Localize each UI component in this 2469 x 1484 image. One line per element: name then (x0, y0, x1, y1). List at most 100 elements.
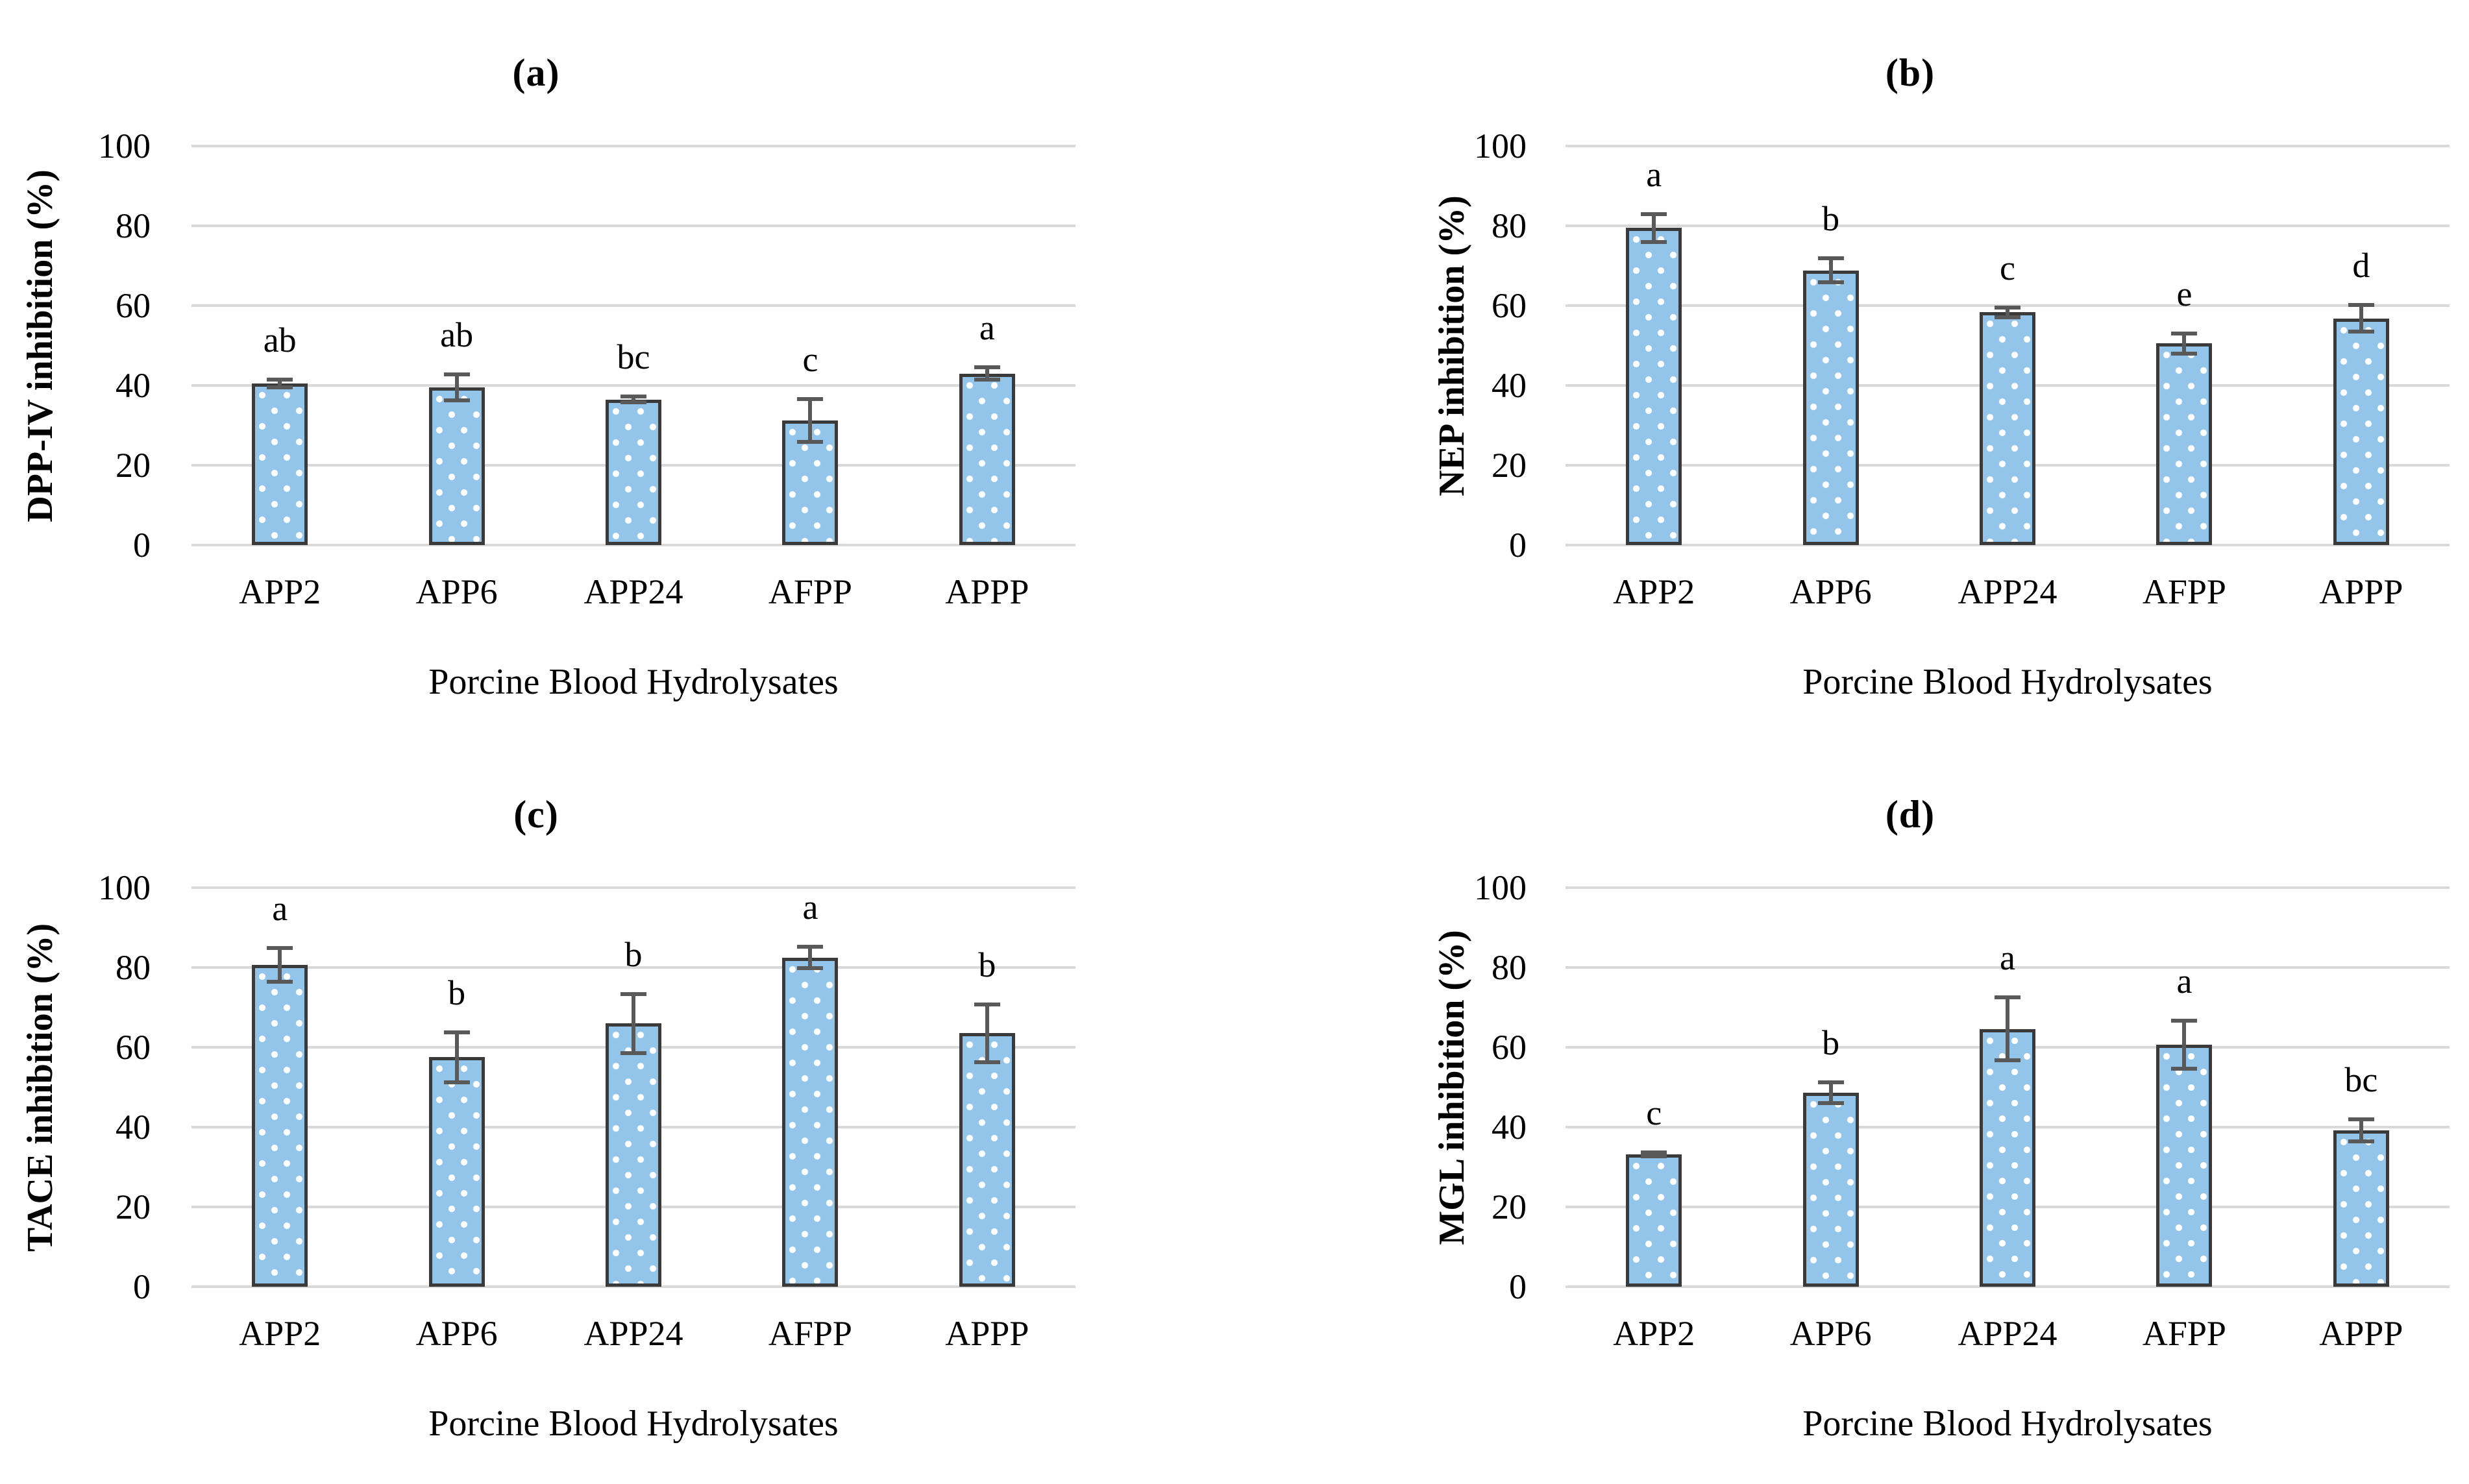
error-bar-part (1817, 1080, 1844, 1085)
error-bar-appp (2348, 1117, 2374, 1144)
bar-app2 (1626, 1154, 1682, 1287)
category-slot-afpp: e (2096, 146, 2272, 545)
error-bar-part (1817, 256, 1844, 261)
error-bar-part (797, 396, 824, 401)
panel-a-title: (a) (512, 51, 560, 94)
x-tick-app2: APP2 (1613, 1314, 1695, 1353)
error-bar-part (797, 440, 824, 444)
error-bar-part (1817, 280, 1844, 285)
gridline (191, 304, 1075, 307)
y-axis-ticks: 0 20 40 60 80 100 (1234, 870, 1527, 1304)
error-bar-part (2348, 303, 2374, 308)
x-tick-app6: APP6 (415, 1314, 498, 1353)
bar-app2 (252, 383, 308, 545)
y-axis-ticks: 0 20 40 60 80 100 (1234, 128, 1527, 563)
y-tick-label: 0 (1509, 526, 1527, 565)
error-bar-afpp (2171, 332, 2198, 356)
x-tick-appp: APPP (945, 1314, 1029, 1353)
y-tick-label: 100 (1474, 868, 1527, 907)
error-bar-part (1641, 1150, 1667, 1154)
bars-row: a b b a b (191, 888, 1075, 1287)
gridline (191, 225, 1075, 227)
error-bar-part (632, 993, 636, 1053)
error-bar-part (1641, 212, 1667, 216)
error-bar-part (632, 396, 636, 402)
bar-app2 (1626, 228, 1682, 545)
sig-letter-app2: a (272, 888, 288, 928)
error-bar-part (2348, 329, 2374, 334)
sig-letter-app2: c (1646, 1093, 1662, 1132)
error-bar-part (620, 991, 647, 996)
error-bar-part (2348, 1117, 2374, 1121)
bar-afpp (2156, 1045, 2213, 1287)
x-tick-afpp: AFPP (768, 572, 852, 611)
gridline (1566, 304, 2450, 307)
error-bar-part (1995, 306, 2021, 310)
category-slot-app6: b (1742, 888, 1919, 1287)
error-bar-part (1828, 1082, 1833, 1104)
error-bar-part (808, 398, 813, 443)
error-bar-part (797, 945, 824, 949)
error-bar-app2 (1641, 212, 1667, 244)
sig-letter-appp: b (978, 945, 996, 984)
category-slot-appp: bc (2273, 888, 2450, 1287)
category-slot-appp: b (899, 888, 1075, 1287)
error-bar-part (1652, 213, 1656, 242)
x-tick-afpp: AFPP (2142, 1314, 2226, 1353)
sig-letter-afpp: a (2176, 962, 2193, 1001)
error-bar-part (2171, 1019, 2198, 1023)
bar-afpp (782, 420, 839, 545)
x-axis-ticks: APP2 APP6 APP24 AFPP APPP (1566, 1314, 2450, 1353)
error-bar-part (620, 395, 647, 399)
x-tick-app2: APP2 (239, 1314, 321, 1353)
category-slot-afpp: a (2096, 888, 2272, 1287)
error-bar-part (974, 377, 1000, 382)
bar-afpp (782, 957, 839, 1287)
error-bar-part (620, 400, 647, 404)
x-tick-app6: APP6 (1789, 1314, 1872, 1353)
sig-letter-app6: b (1822, 1023, 1840, 1063)
y-tick-label: 40 (116, 366, 151, 405)
error-bar-part (620, 1051, 647, 1055)
gridline (1566, 966, 2450, 969)
y-tick-label: 20 (1492, 446, 1527, 485)
y-tick-label: 80 (116, 206, 151, 245)
bar-app6 (428, 387, 485, 545)
bars-row: a b c e d (1566, 146, 2450, 545)
x-tick-app2: APP2 (1613, 572, 1695, 611)
error-bar-part (1995, 315, 2021, 319)
y-tick-label: 60 (1492, 286, 1527, 325)
x-axis-label: Porcine Blood Hydrolysates (1802, 662, 2213, 702)
y-tick-label: 60 (1492, 1028, 1527, 1067)
error-bar-part (443, 372, 470, 377)
y-axis-ticks: 0 20 40 60 80 100 (0, 128, 151, 563)
sig-letter-appp: d (2352, 246, 2370, 286)
error-bar-app2 (1641, 1150, 1667, 1158)
y-tick-label: 60 (116, 286, 151, 325)
error-bar-part (267, 385, 293, 390)
x-axis-label: Porcine Blood Hydrolysates (428, 1404, 839, 1444)
error-bar-appp (974, 365, 1000, 382)
bar-app24 (606, 1023, 662, 1287)
y-axis-ticks: 0 20 40 60 80 100 (0, 870, 151, 1304)
sig-letter-app24: bc (617, 337, 650, 377)
error-bar-app2 (267, 377, 293, 390)
gridline (191, 886, 1075, 889)
error-bar-part (2006, 997, 2010, 1061)
sig-letter-app6: ab (440, 315, 474, 355)
error-bar-app6 (1817, 256, 1844, 285)
x-tick-app24: APP24 (1958, 572, 2058, 611)
gridline (191, 1285, 1075, 1288)
sig-letter-appp: bc (2344, 1060, 2378, 1099)
y-tick-label: 20 (116, 1187, 151, 1226)
y-tick-label: 40 (116, 1108, 151, 1147)
error-bar-part (1995, 1058, 2021, 1063)
error-bar-appp (974, 1002, 1000, 1065)
x-tick-appp: APPP (2319, 1314, 2403, 1353)
bar-appp (959, 373, 1015, 545)
error-bar-part (454, 374, 459, 400)
category-slot-app2: ab (191, 146, 368, 545)
bar-app24 (1980, 1028, 2036, 1287)
gridline (191, 145, 1075, 147)
bars-row: c b a a bc (1566, 888, 2450, 1287)
